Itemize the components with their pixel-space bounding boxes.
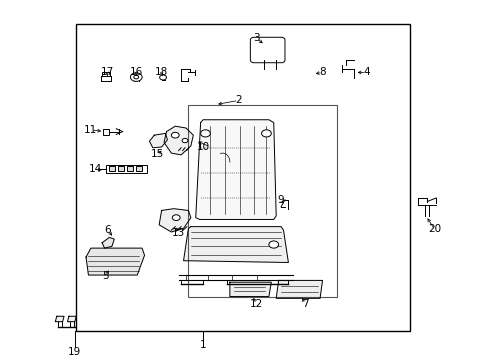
Bar [118,166,124,171]
Circle shape [182,138,187,143]
Text: 20: 20 [427,225,440,234]
Text: 1: 1 [199,340,206,350]
Circle shape [200,130,210,137]
Text: 4: 4 [363,67,369,77]
Bar [103,129,109,135]
Text: 13: 13 [172,228,185,238]
Bar [76,24,409,330]
Circle shape [171,132,179,138]
Text: 8: 8 [319,67,325,77]
Text: 5: 5 [102,271,109,281]
Text: 17: 17 [100,67,113,77]
Text: 12: 12 [249,299,263,309]
Circle shape [261,130,271,137]
Circle shape [268,241,278,248]
Bar [109,166,115,171]
Polygon shape [86,248,144,275]
Polygon shape [229,282,271,297]
Circle shape [134,75,139,79]
Polygon shape [195,120,276,220]
Bar [105,165,147,173]
Polygon shape [159,209,190,232]
Text: 6: 6 [104,225,111,235]
Polygon shape [149,134,167,148]
Text: 19: 19 [68,347,81,357]
Circle shape [159,75,166,80]
Polygon shape [163,126,193,155]
Text: 10: 10 [197,142,210,152]
Text: 16: 16 [129,67,142,77]
Polygon shape [102,237,114,248]
Bar [127,166,133,171]
Text: 15: 15 [151,149,164,159]
Bar [136,166,142,171]
Polygon shape [55,316,64,321]
Text: 9: 9 [277,195,284,205]
Circle shape [172,215,180,221]
Text: 14: 14 [89,164,102,174]
Polygon shape [276,280,322,298]
Bar [188,105,336,297]
FancyBboxPatch shape [250,37,285,63]
Text: 2: 2 [235,95,242,105]
Text: 18: 18 [155,67,168,77]
Text: 7: 7 [302,299,308,309]
Circle shape [130,73,142,81]
Bar [102,72,110,76]
Text: 11: 11 [84,125,97,135]
Polygon shape [67,316,76,321]
Polygon shape [183,226,288,262]
Text: 3: 3 [253,33,260,43]
